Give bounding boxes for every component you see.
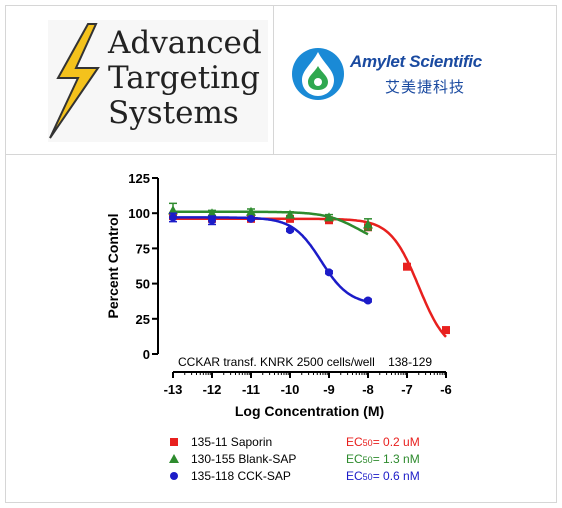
y-tick-label: 0 bbox=[143, 347, 150, 362]
legend-label: 135-11 Saporin bbox=[191, 435, 272, 449]
y-tick-label: 50 bbox=[136, 277, 150, 292]
data-point bbox=[363, 219, 373, 229]
data-point bbox=[324, 212, 334, 222]
x-tick-label: -6 bbox=[440, 382, 452, 397]
divider-vertical bbox=[273, 5, 274, 154]
legend-marker bbox=[170, 438, 178, 446]
y-tick-label: 125 bbox=[128, 171, 150, 186]
legend-ec50-label: EC50= 0.6 nM bbox=[346, 469, 420, 483]
chart-annotation: CCKAR transf. KNRK 2500 cells/well 138-1… bbox=[178, 355, 432, 369]
data-point bbox=[208, 216, 216, 225]
x-tick-label: -13 bbox=[164, 382, 183, 397]
data-point bbox=[168, 205, 178, 215]
fit-curve-1 bbox=[173, 217, 447, 338]
legend-label: 130-155 Blank-SAP bbox=[191, 452, 296, 466]
legend-marker bbox=[169, 454, 179, 463]
x-tick-label: -11 bbox=[242, 382, 260, 397]
data-point bbox=[207, 208, 217, 218]
divider-horizontal bbox=[5, 154, 557, 155]
y-tick-label: 75 bbox=[136, 241, 150, 256]
dose-response-chart: 0 25 50 75 100 125 Percent Control -13 -12 -11 -10… bbox=[105, 171, 452, 483]
ats-logo-line-3: Systems bbox=[108, 95, 239, 131]
data-point bbox=[247, 214, 255, 223]
amylet-logo: Amylet Scientific 艾美捷科技 bbox=[290, 40, 540, 110]
x-tick-label: -7 bbox=[401, 382, 413, 397]
fit-curve-3 bbox=[173, 216, 369, 303]
legend-ec50-label: EC50= 0.2 uM bbox=[346, 435, 420, 449]
water-drop-icon bbox=[292, 48, 344, 100]
ats-logo-line-2: Targeting bbox=[108, 60, 260, 96]
figure-frame bbox=[5, 5, 557, 503]
legend-label: 135-118 CCK-SAP bbox=[191, 469, 291, 483]
data-point bbox=[364, 296, 372, 305]
legend-ec50-label: EC50= 1.3 nM bbox=[346, 452, 420, 466]
lightning-bolt-icon bbox=[49, 23, 100, 139]
x-axis-label: Log Concentration (M) bbox=[235, 403, 384, 419]
y-tick-label: 100 bbox=[128, 206, 150, 221]
data-point bbox=[246, 206, 256, 216]
data-point bbox=[285, 209, 295, 219]
legend-marker bbox=[170, 472, 178, 480]
amylet-name-cn: 艾美捷科技 bbox=[385, 78, 466, 96]
ats-logo: Advanced Targeting Systems bbox=[48, 20, 268, 142]
x-tick-label: -10 bbox=[281, 382, 300, 397]
y-tick-label: 25 bbox=[136, 312, 150, 327]
amylet-name: Amylet Scientific bbox=[350, 52, 482, 71]
y-axis-label: Percent Control bbox=[105, 213, 121, 318]
data-point bbox=[286, 214, 294, 223]
data-point bbox=[325, 268, 333, 277]
data-point bbox=[169, 213, 177, 222]
data-point bbox=[286, 226, 294, 235]
data-point bbox=[442, 326, 450, 335]
ats-logo-line-1: Advanced bbox=[108, 25, 262, 61]
x-tick-label: -12 bbox=[203, 382, 222, 397]
x-tick-label: -9 bbox=[323, 382, 335, 397]
x-tick-label: -8 bbox=[362, 382, 374, 397]
data-point bbox=[403, 262, 411, 271]
fit-curve-2 bbox=[173, 210, 369, 236]
